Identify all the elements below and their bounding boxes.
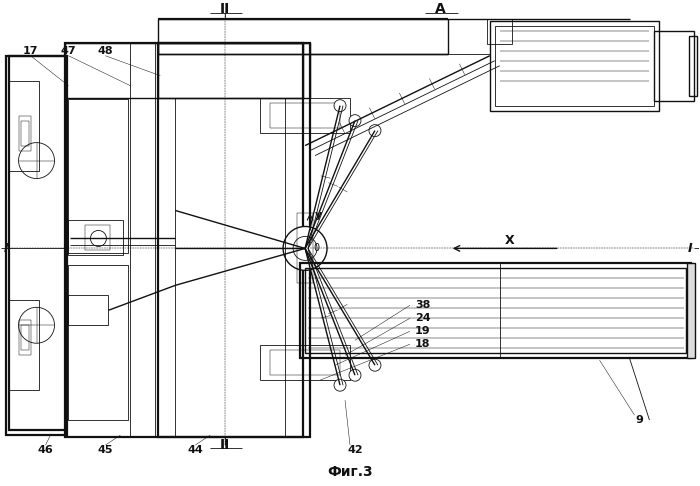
Bar <box>687 263 695 358</box>
Text: 47: 47 <box>61 46 76 56</box>
Text: II: II <box>220 2 230 16</box>
Bar <box>8 56 66 430</box>
Bar <box>490 21 659 111</box>
Text: 18: 18 <box>415 339 430 349</box>
Bar <box>270 350 340 375</box>
Text: 0: 0 <box>313 243 319 253</box>
Bar <box>66 43 310 437</box>
Bar <box>8 81 38 171</box>
Text: 9: 9 <box>636 415 643 425</box>
Bar <box>69 221 123 256</box>
Circle shape <box>369 124 381 137</box>
Text: I: I <box>688 242 692 255</box>
Bar <box>690 36 697 96</box>
Bar <box>66 43 310 98</box>
Text: 45: 45 <box>98 445 113 455</box>
Bar <box>69 99 128 253</box>
Bar <box>20 325 29 350</box>
Text: 46: 46 <box>38 445 53 455</box>
Bar <box>158 19 448 54</box>
Text: I: I <box>4 242 8 255</box>
Bar <box>20 121 29 146</box>
Bar <box>85 226 111 250</box>
Bar <box>69 295 108 325</box>
Text: 44: 44 <box>188 445 203 455</box>
Circle shape <box>369 359 381 371</box>
Bar <box>260 345 350 380</box>
Circle shape <box>349 369 361 381</box>
Bar <box>260 98 350 133</box>
Bar <box>305 268 687 353</box>
Bar <box>495 26 654 105</box>
Text: 24: 24 <box>415 313 430 323</box>
Bar <box>158 43 303 98</box>
Circle shape <box>293 236 317 260</box>
Bar <box>8 300 38 390</box>
Text: Фиг.3: Фиг.3 <box>327 465 373 479</box>
Text: 42: 42 <box>347 445 363 455</box>
Bar <box>654 31 694 101</box>
Text: X: X <box>505 234 514 247</box>
Circle shape <box>349 115 361 127</box>
Bar <box>69 265 128 420</box>
Bar <box>297 213 313 283</box>
Text: A: A <box>435 2 445 16</box>
Text: 17: 17 <box>23 46 38 56</box>
Circle shape <box>334 379 346 391</box>
Text: 48: 48 <box>97 46 113 56</box>
Bar <box>6 56 67 435</box>
Circle shape <box>283 226 327 270</box>
Text: 38: 38 <box>415 300 430 311</box>
Text: y: y <box>314 210 322 221</box>
Text: II: II <box>220 438 230 452</box>
Bar <box>486 19 512 44</box>
Bar <box>270 103 340 128</box>
Text: 19: 19 <box>415 326 430 336</box>
Bar <box>19 116 31 151</box>
Bar <box>300 263 692 358</box>
Bar <box>19 320 31 355</box>
Circle shape <box>334 100 346 112</box>
Bar <box>158 43 303 437</box>
